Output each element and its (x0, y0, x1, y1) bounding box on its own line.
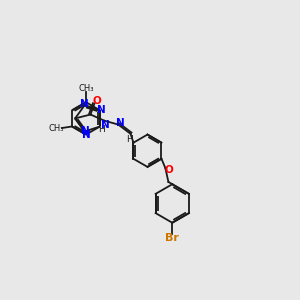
Text: N: N (101, 119, 110, 130)
Text: Br: Br (165, 233, 179, 243)
Text: N: N (116, 118, 125, 128)
Text: N: N (82, 130, 90, 140)
Text: H: H (98, 125, 105, 134)
Text: H: H (126, 135, 132, 144)
Text: N: N (97, 105, 106, 115)
Text: O: O (164, 165, 173, 176)
Text: N: N (81, 127, 90, 136)
Text: CH₃: CH₃ (49, 124, 64, 133)
Text: O: O (92, 96, 101, 106)
Text: N: N (80, 99, 89, 109)
Text: CH₃: CH₃ (78, 84, 94, 93)
